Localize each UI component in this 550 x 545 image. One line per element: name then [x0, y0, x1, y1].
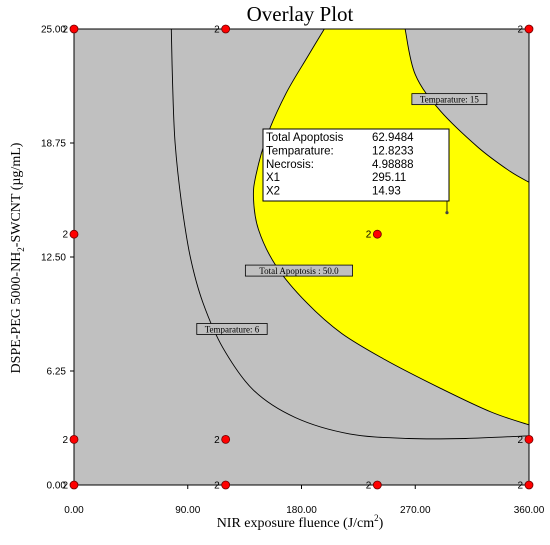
x-axis-ticks: 0.00 90.00 180.00 270.00 360.00	[64, 485, 545, 516]
y-tick-label: 25.00	[41, 25, 66, 36]
design-points: 2 2 2 2 2 2 2 2 2 2 2 2	[62, 24, 534, 492]
flag-row-value: 12.8233	[372, 145, 414, 157]
x-tick-label: 90.00	[175, 505, 200, 516]
design-point-label: 2	[62, 230, 68, 241]
contour-label: Total Apoptosis : 50.0	[244, 264, 353, 277]
design-point: 2	[62, 480, 79, 492]
design-point-label: 2	[517, 25, 523, 36]
flag-anchor	[445, 211, 449, 215]
y-axis-ticks: 0.00 6.25 12.50 18.75 25.00	[41, 25, 74, 492]
design-point-label: 2	[62, 481, 68, 492]
flag-row-name: Total Apoptosis	[266, 132, 344, 144]
flag-row-name: Temparature:	[266, 145, 334, 157]
y-axis-label: DSPE-PEG 5000-NH2-SWCNT (µg/mL)	[9, 142, 26, 373]
contour-line-1	[252, 29, 529, 426]
contour-label: Temparature: 6	[196, 323, 268, 335]
flag-row-name: Necrosis:	[266, 159, 314, 171]
design-point-label: 2	[366, 230, 372, 241]
design-point: 2	[366, 230, 382, 241]
design-point-marker	[372, 480, 382, 490]
x-tick-label: 360.00	[514, 505, 545, 516]
contour-labels: Temparature: 15 Total Apoptosis : 50.0 Tem…	[196, 93, 488, 335]
design-point-marker	[221, 480, 231, 490]
design-point-label: 2	[62, 25, 68, 36]
svg-text:Total Apoptosis : 50.0: Total Apoptosis : 50.0	[259, 266, 339, 276]
design-point-label: 2	[517, 435, 523, 446]
flag-row-value: 4.98888	[372, 159, 414, 171]
design-point-marker	[524, 24, 534, 34]
y-tick-label: 12.50	[41, 253, 66, 264]
design-point-label: 2	[214, 481, 220, 492]
x-tick-label: 180.00	[286, 505, 317, 516]
design-point-marker	[372, 229, 382, 239]
design-point: 2	[62, 24, 79, 36]
design-point: 2	[517, 24, 534, 36]
design-point-label: 2	[366, 481, 372, 492]
chart-title: Overlay Plot	[247, 2, 354, 26]
prediction-flag: Total Apoptosis 62.9484 Temparature: 12.823…	[262, 128, 450, 215]
svg-text:Temparature: 15: Temparature: 15	[420, 95, 480, 105]
flag-box	[262, 128, 450, 202]
design-point: 2	[62, 229, 79, 241]
y-tick-label: 0.00	[47, 481, 67, 492]
flag-row-value: 295.11	[372, 172, 406, 184]
x-tick-label: 0.00	[64, 505, 84, 516]
x-tick-label: 270.00	[400, 505, 431, 516]
contour-line-2	[404, 29, 529, 183]
design-point-marker	[69, 434, 79, 444]
design-point-label: 2	[62, 435, 68, 446]
x-axis-label: NIR exposure fluence (J/cm2)	[217, 513, 384, 531]
design-point-label: 2	[214, 25, 220, 36]
flag-row-value: 62.9484	[372, 132, 414, 144]
y-tick-label: 18.75	[41, 139, 66, 150]
design-point-marker	[69, 480, 79, 490]
design-point-label: 2	[517, 481, 523, 492]
design-point-marker	[221, 434, 231, 444]
design-point-marker	[221, 24, 231, 34]
design-point-marker	[69, 24, 79, 34]
design-point-marker	[69, 229, 79, 239]
design-point: 2	[214, 434, 231, 446]
feasible-region	[253, 29, 529, 425]
flag-row-value: 14.93	[372, 186, 401, 198]
design-point: 2	[214, 480, 231, 492]
design-point: 2	[214, 24, 231, 36]
design-point-label: 2	[214, 435, 220, 446]
flag-row-name: X1	[266, 172, 280, 184]
flag-row-name: X2	[266, 186, 280, 198]
y-tick-label: 6.25	[47, 367, 67, 378]
design-point-marker	[524, 434, 534, 444]
design-point: 2	[366, 481, 382, 492]
design-point: 2	[517, 434, 534, 446]
contour-line-0	[170, 29, 529, 440]
design-point: 2	[517, 480, 534, 492]
contour-label: Temparature: 15	[411, 93, 488, 106]
svg-text:Temparature: 6: Temparature: 6	[205, 324, 260, 334]
design-point-marker	[524, 480, 534, 490]
contour-lines	[170, 29, 529, 440]
design-point: 2	[62, 434, 79, 446]
